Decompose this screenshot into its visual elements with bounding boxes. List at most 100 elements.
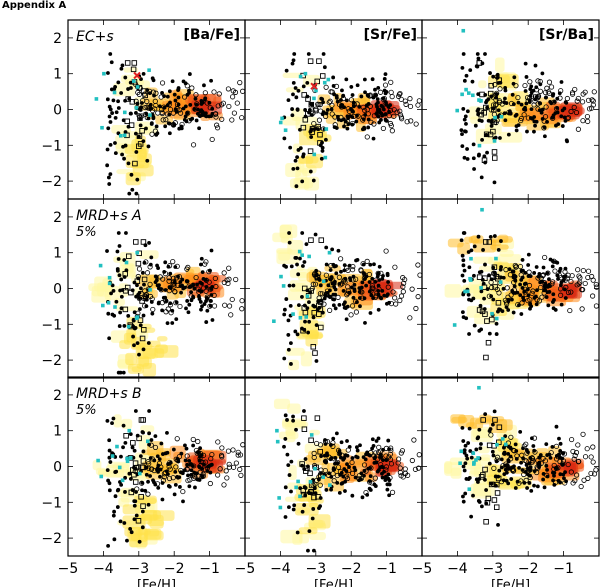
star-filled xyxy=(376,436,381,441)
star-filled xyxy=(534,302,539,307)
star-filled xyxy=(188,103,193,107)
model-density-cell xyxy=(478,80,487,89)
model-density-cell xyxy=(308,514,331,529)
star-open xyxy=(225,448,232,454)
star-open xyxy=(167,466,173,472)
star-open xyxy=(496,290,502,296)
star-filled xyxy=(303,108,308,112)
star-open xyxy=(194,101,200,107)
star-open xyxy=(396,91,402,97)
star-cyan xyxy=(328,483,332,487)
star-filled xyxy=(149,255,154,260)
star-open xyxy=(368,119,374,125)
star-square xyxy=(480,472,486,478)
star-filled xyxy=(144,126,148,131)
star-filled xyxy=(148,474,152,478)
star-open xyxy=(140,97,146,104)
star-open xyxy=(359,289,365,295)
star-filled xyxy=(351,295,356,300)
star-open xyxy=(186,283,192,289)
star-filled xyxy=(522,480,527,485)
star-open xyxy=(176,107,183,113)
panel-r3-c1 xyxy=(67,376,246,557)
star-filled xyxy=(115,505,120,509)
star-filled xyxy=(289,459,294,464)
star-cyan xyxy=(460,92,464,97)
star-cyan xyxy=(102,71,106,76)
star-open xyxy=(409,457,415,464)
star-square xyxy=(495,275,501,282)
model-density-cell xyxy=(119,251,136,267)
column-label: [Sr/Fe] xyxy=(364,27,417,43)
star-filled xyxy=(361,455,366,460)
star-filled xyxy=(340,88,344,93)
star-open xyxy=(369,283,375,289)
star-cyan xyxy=(298,74,303,79)
star-open xyxy=(557,286,564,292)
star-square xyxy=(304,465,310,472)
star-filled xyxy=(106,71,110,75)
star-filled xyxy=(339,440,344,445)
star-open xyxy=(197,112,203,118)
star-open xyxy=(560,458,567,464)
star-filled xyxy=(506,308,511,312)
star-cyan xyxy=(499,114,504,119)
star-open xyxy=(345,288,351,294)
star-open xyxy=(172,289,178,295)
star-filled xyxy=(379,103,384,108)
star-open xyxy=(593,303,599,309)
star-filled xyxy=(524,101,529,106)
star-square xyxy=(480,417,486,423)
star-open xyxy=(343,120,350,127)
star-filled xyxy=(479,289,484,294)
star-open xyxy=(538,284,544,291)
star-open xyxy=(585,118,591,125)
star-filled xyxy=(540,107,545,112)
star-filled xyxy=(334,431,339,436)
star-open xyxy=(235,449,241,455)
star-open xyxy=(317,108,324,114)
star-filled xyxy=(551,292,556,297)
star-open xyxy=(387,451,393,457)
star-filled xyxy=(468,449,473,453)
star-open xyxy=(163,309,169,315)
star-filled xyxy=(108,460,113,464)
star-square xyxy=(307,58,314,64)
star-filled xyxy=(177,475,182,480)
star-filled xyxy=(358,443,362,448)
star-filled xyxy=(295,166,300,171)
star-filled xyxy=(135,341,140,346)
star-open xyxy=(193,274,199,281)
star-square xyxy=(486,442,493,449)
star-filled xyxy=(170,321,175,325)
star-filled xyxy=(132,517,137,522)
star-filled xyxy=(467,265,472,270)
star-open xyxy=(571,456,577,462)
star-square xyxy=(317,299,324,305)
star-open xyxy=(159,80,166,86)
star-cyan xyxy=(479,286,483,290)
star-cyan xyxy=(118,133,123,138)
star-cyan xyxy=(455,108,460,113)
star-square xyxy=(307,148,314,154)
star-square xyxy=(301,426,308,432)
star-open xyxy=(319,291,325,297)
star-open xyxy=(515,94,521,101)
star-open xyxy=(527,467,533,473)
star-cyan xyxy=(101,303,105,308)
star-filled xyxy=(185,462,190,467)
star-filled xyxy=(163,260,168,265)
star-filled xyxy=(185,299,190,303)
star-square xyxy=(492,155,498,161)
star-filled xyxy=(152,480,156,485)
star-open xyxy=(500,463,506,469)
star-filled xyxy=(490,449,495,454)
star-filled xyxy=(541,477,546,482)
star-open xyxy=(189,85,195,91)
star-square xyxy=(476,307,483,313)
star-filled xyxy=(502,445,506,450)
star-filled xyxy=(462,468,467,473)
star-filled xyxy=(382,77,387,81)
star-cyan xyxy=(312,152,317,157)
star-filled xyxy=(324,262,329,267)
